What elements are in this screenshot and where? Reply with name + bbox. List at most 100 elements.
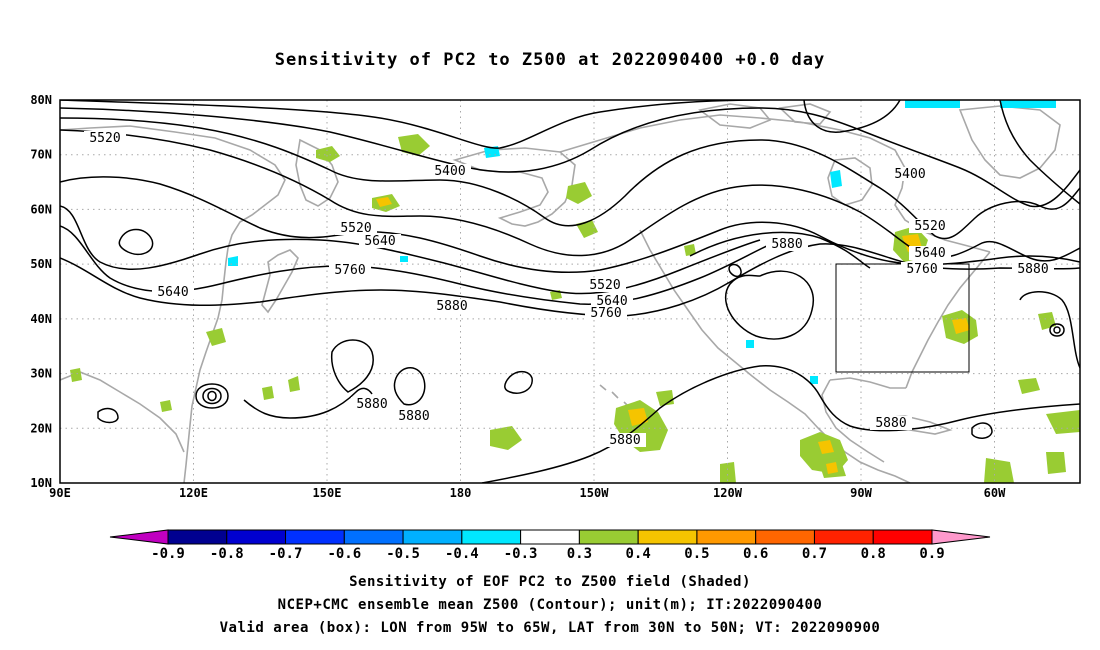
colorbar-label: 0.5 [684, 546, 709, 562]
contour-label: 5520 [89, 131, 120, 146]
shading-patch [288, 376, 300, 392]
map-frame [59, 99, 1081, 484]
colorbar-label: -0.5 [386, 546, 420, 562]
lat-tick-label: 80N [30, 93, 52, 107]
lon-tick-label: 180 [450, 486, 472, 500]
colorbar-swatch [696, 529, 757, 545]
shading-patch [1046, 452, 1066, 474]
shading-patch [1018, 378, 1040, 394]
caption-shading: Sensitivity of EOF PC2 to Z500 field (Sh… [349, 574, 751, 590]
colorbar-label: 0.6 [743, 546, 768, 562]
contour-line [60, 107, 1080, 208]
contour-line [999, 100, 1080, 205]
lon-tick-label: 120W [713, 486, 743, 500]
contour-line [60, 129, 1080, 262]
shading-patch [1000, 100, 1056, 108]
colorbar-label: -0.3 [504, 546, 538, 562]
colorbar-label: -0.4 [445, 546, 479, 562]
contour-label: 5640 [364, 234, 395, 249]
caption-valid-area: Valid area (box): LON from 95W to 65W, L… [219, 620, 881, 636]
lat-tick-label: 50N [30, 257, 52, 271]
colorbar-high-arrow [931, 529, 991, 545]
colorbar-swatch [285, 529, 345, 545]
shading-patch [684, 244, 696, 256]
coastline-asia [60, 125, 286, 483]
shading-patch [818, 440, 834, 454]
colorbar-label: 0.7 [802, 546, 827, 562]
shading-patch [1046, 410, 1080, 434]
colorbar-label: 0.9 [919, 546, 944, 562]
contour-line [60, 100, 761, 149]
contour-line [1019, 291, 1080, 369]
colorbar [109, 529, 991, 545]
contour-line [60, 225, 781, 305]
shading-patch [746, 340, 754, 348]
contour-label: 5640 [596, 294, 627, 309]
lat-tick-label: 30N [30, 367, 52, 381]
contour-label: 5760 [590, 306, 621, 321]
shading-patch [952, 318, 970, 334]
contour-label: 5880 [771, 237, 802, 252]
contour-label: 5640 [157, 285, 188, 300]
colorbar-swatch [226, 529, 287, 545]
colorbar-label: -0.7 [269, 546, 303, 562]
contour-label: 5880 [398, 409, 429, 424]
lat-tick-label: 10N [30, 476, 52, 490]
coastline-japan [261, 249, 299, 314]
shading-patch [206, 328, 226, 346]
contour-label: 5880 [1017, 262, 1048, 277]
contour-label: 5520 [589, 278, 620, 293]
shading-patch [810, 376, 818, 384]
lon-tick-label: 120E [179, 486, 208, 500]
colorbar-low-arrow [109, 529, 169, 545]
lon-tick-label: 150E [313, 486, 342, 500]
colorbar-label: -0.9 [151, 546, 185, 562]
colorbar-swatch [167, 529, 228, 545]
colorbar-label: 0.4 [626, 546, 651, 562]
coastline-us-west [639, 229, 831, 441]
coastline-greenland [958, 105, 1061, 179]
colorbar-swatch [520, 529, 580, 545]
colorbar-swatch [343, 529, 404, 545]
contour-line [195, 383, 229, 409]
shading-patch [398, 134, 430, 156]
coastline-canada [559, 114, 991, 253]
colorbar-label: -0.8 [210, 546, 244, 562]
shading-patch [400, 256, 408, 262]
lat-tick-label: 20N [30, 421, 52, 435]
coastline-southeast-asia [60, 371, 185, 453]
contour-line [481, 365, 1080, 483]
contour-label: 5880 [609, 433, 640, 448]
contour-label: 5760 [906, 262, 937, 277]
shading-patch [376, 197, 392, 207]
shading-patch [70, 368, 82, 382]
shading-patch [984, 458, 1014, 483]
colorbar-swatch [461, 529, 522, 545]
colorbar-label: 0.8 [861, 546, 886, 562]
contour-label: 5880 [356, 397, 387, 412]
map-title: Sensitivity of PC2 to Z500 at 2022090400… [274, 50, 826, 70]
contour-label: 5760 [334, 263, 365, 278]
graticule [60, 100, 1080, 483]
contour-line [60, 117, 1080, 240]
contour-line [393, 367, 426, 406]
contour-label: 5400 [434, 164, 465, 179]
contour-label: 5520 [914, 219, 945, 234]
colorbar-label: -0.6 [327, 546, 361, 562]
contour-label: 5520 [340, 221, 371, 236]
contour-line [689, 231, 871, 340]
coastline-hudson-bay [827, 157, 873, 206]
coastline-alaska [452, 147, 576, 227]
contour-line [504, 370, 533, 394]
contour-line [330, 339, 374, 393]
shading-patch [720, 462, 736, 483]
colorbar-swatch [755, 529, 815, 545]
colorbar-swatch [637, 529, 698, 545]
contour-label: 5640 [914, 246, 945, 261]
coastline-hawaii [599, 384, 631, 409]
lon-tick-label: 90W [850, 486, 872, 500]
colorbar-swatch [578, 529, 639, 545]
shading-patch [316, 146, 340, 162]
lon-tick-label: 90E [49, 486, 71, 500]
